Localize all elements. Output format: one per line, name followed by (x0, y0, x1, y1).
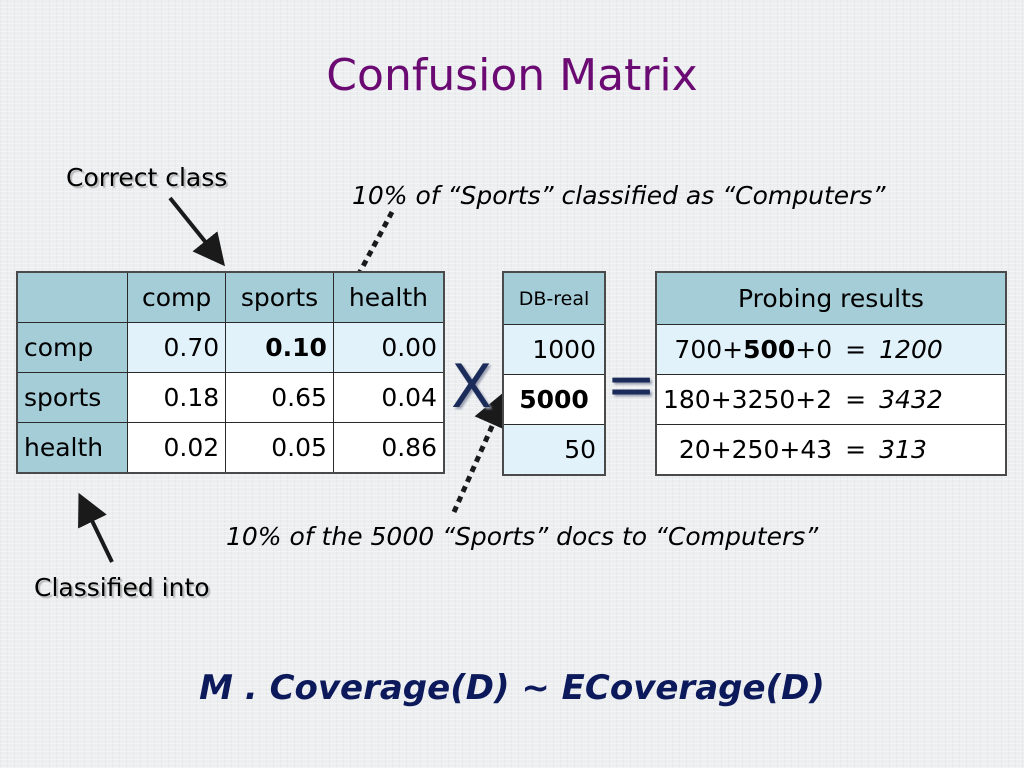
probing-results-table: Probing results 700+500+0 = 1200 180+325… (655, 271, 1007, 476)
probing-header: Probing results (656, 272, 1006, 325)
correct-class-arrow (168, 196, 226, 267)
classified-into-label: Classified into (34, 573, 210, 602)
probing-result: 313 (873, 424, 1006, 476)
probing-expr-pre: 180+3250+2 (663, 385, 833, 414)
probing-result: 3432 (873, 374, 1006, 425)
probing-expression: 20+250+43 (656, 424, 839, 476)
matrix-cell: 0.86 (332, 422, 445, 474)
matrix-cell: 0.70 (127, 322, 227, 373)
matrix-row-sports: sports 0.18 0.65 0.04 (16, 372, 445, 423)
probing-expression: 700+500+0 (656, 324, 839, 375)
sports-docs-arrow (451, 387, 512, 514)
probing-expr-bold: 500 (743, 335, 796, 364)
db-real-header: DB-real (502, 271, 606, 325)
probing-expr-post: +0 (795, 335, 833, 364)
probing-expression: 180+3250+2 (656, 374, 839, 425)
sports-as-computers-note: 10% of “Sports” classified as “Computers… (352, 181, 886, 210)
probing-expr-pre: 20+250+43 (678, 435, 833, 464)
matrix-corner-cell (16, 271, 129, 323)
matrix-col-comp: comp (127, 271, 227, 323)
matrix-row-label: health (16, 422, 129, 474)
matrix-row-label: sports (16, 372, 129, 423)
probing-equals: = (838, 424, 874, 476)
matrix-row-health: health 0.02 0.05 0.86 (16, 422, 445, 474)
matrix-row-label: comp (16, 322, 129, 373)
probing-row: 700+500+0 = 1200 (656, 324, 1006, 375)
db-real-value: 50 (502, 424, 606, 476)
db-real-value-highlighted: 5000 (502, 374, 606, 425)
probing-equals: = (838, 324, 874, 375)
matrix-cell: 0.65 (225, 372, 334, 423)
matrix-col-health: health (332, 271, 445, 323)
probing-row: 20+250+43 = 313 (656, 424, 1006, 476)
matrix-cell: 0.05 (225, 422, 334, 474)
matrix-cell-highlighted: 0.10 (225, 322, 334, 373)
matrix-col-sports: sports (225, 271, 334, 323)
slide-title: Confusion Matrix (326, 50, 698, 101)
confusion-matrix-table: comp sports health comp 0.70 0.10 0.00 s… (16, 271, 445, 474)
classified-into-arrow (78, 492, 114, 563)
matrix-header-row: comp sports health (16, 271, 445, 323)
matrix-cell: 0.18 (127, 372, 227, 423)
db-real-value: 1000 (502, 324, 606, 375)
times-operator: X (451, 352, 493, 422)
matrix-cell: 0.02 (127, 422, 227, 474)
probing-expr-pre: 700+ (674, 335, 744, 364)
probing-equals: = (838, 374, 874, 425)
probing-row: 180+3250+2 = 3432 (656, 374, 1006, 425)
equals-operator: = (606, 350, 657, 420)
coverage-formula: M . Coverage(D) ~ ECoverage(D) (199, 668, 825, 708)
db-real-table: DB-real 1000 5000 50 (502, 271, 606, 476)
matrix-row-comp: comp 0.70 0.10 0.00 (16, 322, 445, 373)
correct-class-label: Correct class (66, 163, 228, 192)
probing-result: 1200 (873, 324, 1006, 375)
matrix-cell: 0.04 (332, 372, 445, 423)
sports-docs-note: 10% of the 5000 “Sports” docs to “Comput… (226, 522, 819, 551)
matrix-cell: 0.00 (332, 322, 445, 373)
